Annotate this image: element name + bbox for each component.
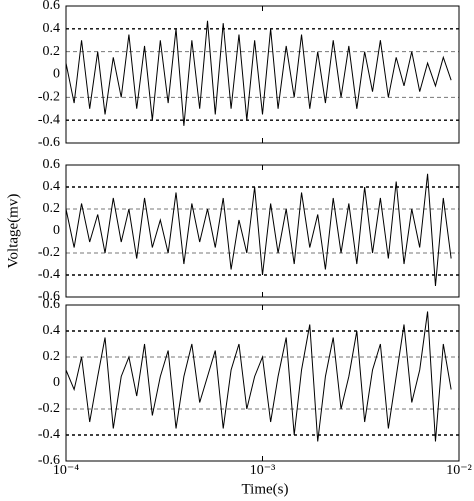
y-tick-label: 0.6: [43, 297, 61, 312]
y-tick-label: 0: [53, 67, 60, 82]
y-tick-label: 0: [53, 223, 60, 238]
y-tick-label: 0.6: [43, 0, 61, 13]
y-tick-label: 0.4: [43, 323, 61, 338]
y-tick-label: 0.2: [43, 201, 61, 216]
signal-line: [65, 20, 452, 126]
signal-line: [65, 311, 452, 442]
x-axis-label: Time(s): [242, 481, 289, 497]
x-tick-label: 10⁻⁴: [53, 463, 79, 478]
y-tick-label: -0.4: [38, 267, 60, 282]
y-tick-label: 0.6: [43, 157, 61, 172]
y-tick-label: 0.2: [43, 349, 61, 364]
x-tick-label: 10⁻³: [250, 463, 276, 478]
y-tick-label: -0.4: [38, 112, 60, 127]
y-tick-label: -0.6: [38, 135, 60, 150]
y-axis-label: Voltage(mv): [5, 194, 21, 269]
y-tick-label: -0.6: [38, 289, 60, 304]
y-tick-label: 0: [53, 375, 60, 390]
y-tick-label: 0.4: [43, 179, 61, 194]
y-tick-label: 0.4: [43, 21, 61, 36]
y-tick-label: -0.2: [38, 401, 60, 416]
y-tick-label: -0.6: [38, 453, 60, 468]
y-tick-label: -0.4: [38, 427, 60, 442]
y-tick-label: -0.2: [38, 245, 60, 260]
signal-line: [65, 173, 452, 287]
plot-frame: [65, 164, 460, 298]
x-tick-label: 10⁻²: [446, 463, 472, 478]
plot-frame: [65, 304, 460, 462]
plot-frame: [65, 5, 460, 144]
y-tick-label: 0.2: [43, 44, 61, 59]
y-tick-label: -0.2: [38, 90, 60, 105]
